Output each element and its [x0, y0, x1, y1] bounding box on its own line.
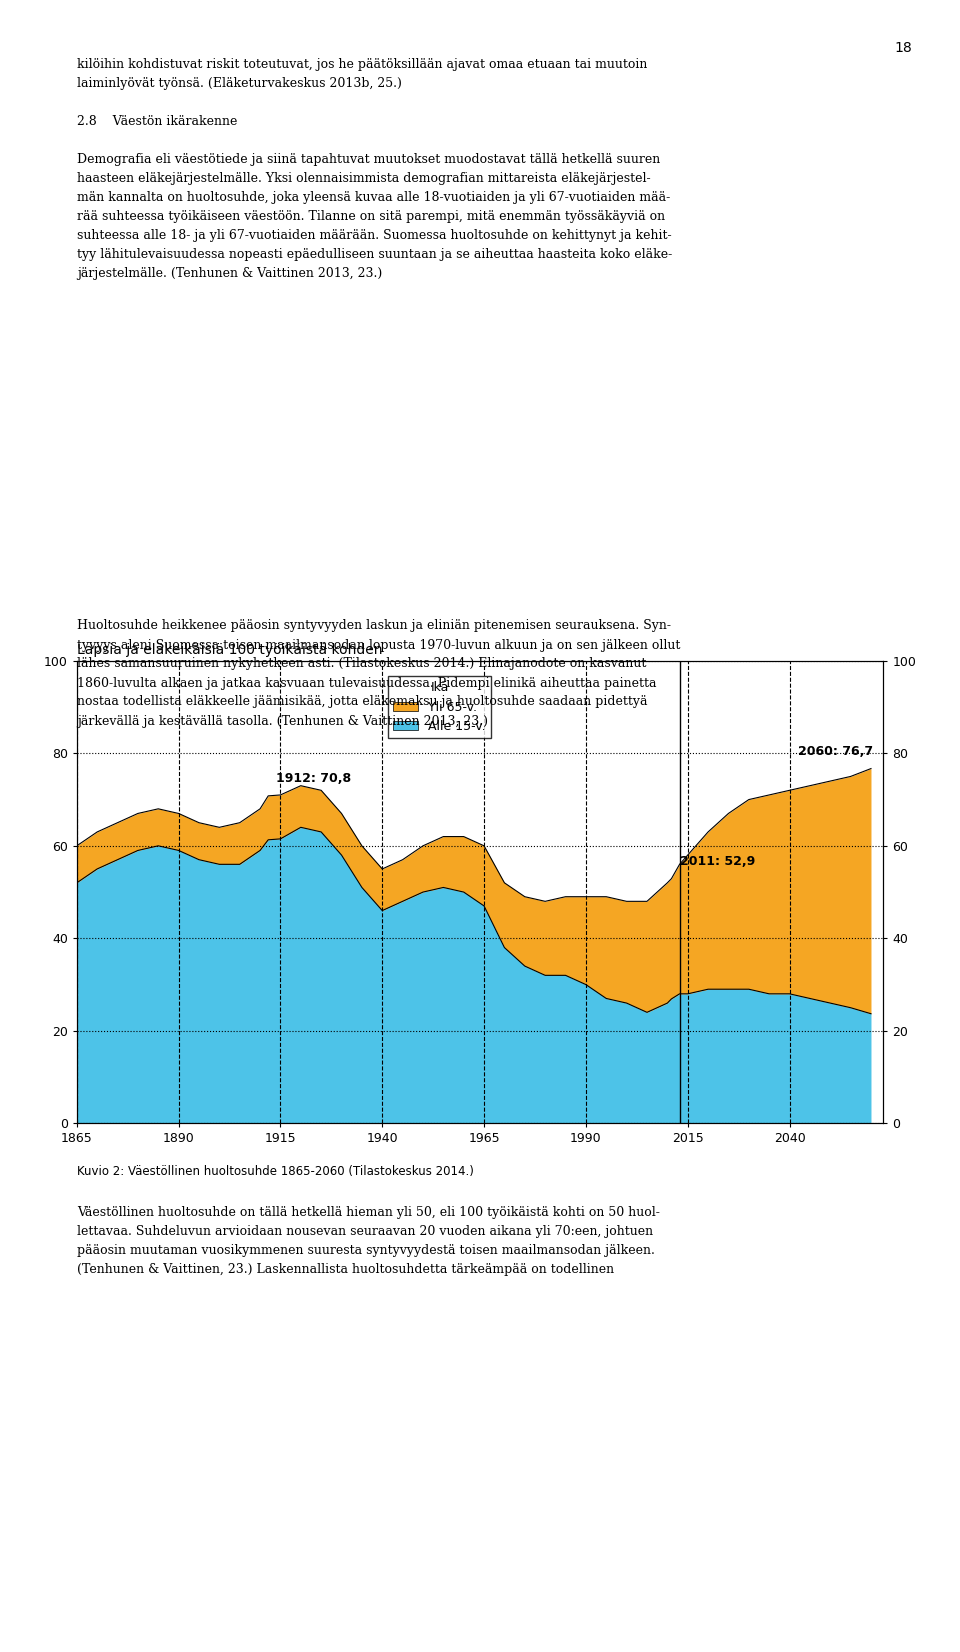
Text: Huoltosuhde heikkenee pääosin syntyvyyden laskun ja eliniän pitenemisen seurauks: Huoltosuhde heikkenee pääosin syntyvyyde… [77, 620, 681, 727]
Text: 1912: 70,8: 1912: 70,8 [276, 771, 351, 785]
Text: 2060: 76,7: 2060: 76,7 [798, 745, 873, 758]
Text: kilöihin kohdistuvat riskit toteutuvat, jos he päätöksillään ajavat omaa etuaan : kilöihin kohdistuvat riskit toteutuvat, … [77, 58, 672, 279]
Text: Lapsia ja eläkeikäisiä 100 työikäistä kohden: Lapsia ja eläkeikäisiä 100 työikäistä ko… [77, 643, 382, 657]
Text: 2011: 52,9: 2011: 52,9 [680, 854, 755, 867]
Legend: Yli 65-v., Alle 15-v.: Yli 65-v., Alle 15-v. [389, 676, 491, 738]
Text: Väestöllinen huoltosuhde on tällä hetkellä hieman yli 50, eli 100 työikäistä koh: Väestöllinen huoltosuhde on tällä hetkel… [77, 1206, 660, 1275]
Text: 18: 18 [895, 41, 912, 55]
Text: Kuvio 2: Väestöllinen huoltosuhde 1865-2060 (Tilastokeskus 2014.): Kuvio 2: Väestöllinen huoltosuhde 1865-2… [77, 1165, 473, 1178]
